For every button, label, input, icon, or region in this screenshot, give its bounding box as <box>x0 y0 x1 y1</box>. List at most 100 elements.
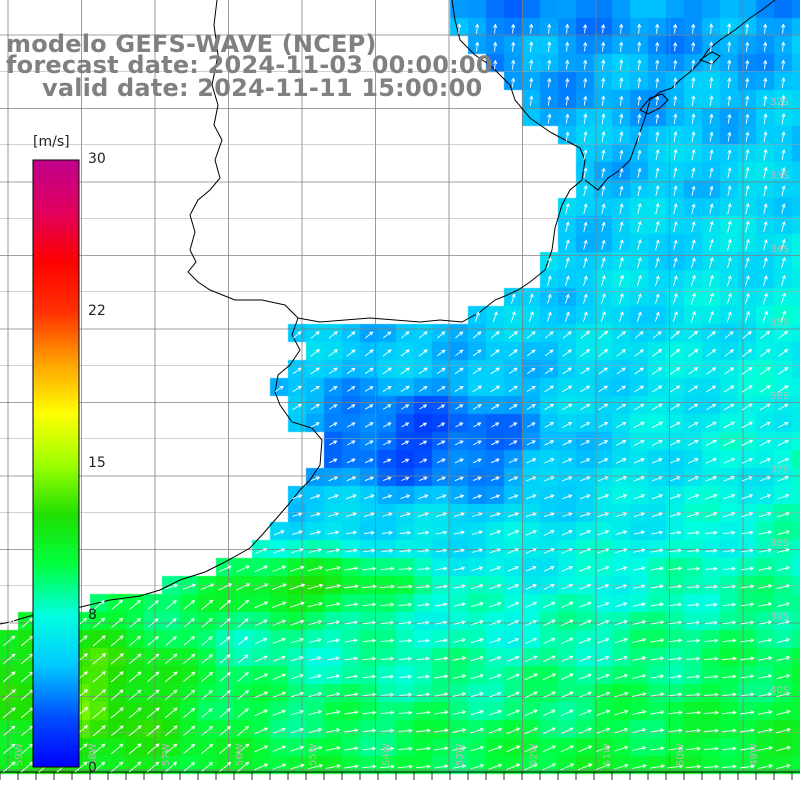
wind-arrow <box>745 77 750 88</box>
wind-arrow <box>128 689 142 701</box>
wind-arrow <box>326 692 341 697</box>
wind-arrow <box>777 367 789 375</box>
wind-arrow <box>564 311 570 322</box>
wind-arrow <box>579 512 591 518</box>
wind-arrow <box>598 458 609 464</box>
wind-arrow <box>475 41 480 52</box>
wind-arrow <box>362 692 377 697</box>
wind-arrow <box>434 584 448 589</box>
wind-arrow <box>633 439 645 446</box>
wind-arrow <box>508 476 519 482</box>
wind-arrow <box>560 727 574 735</box>
wind-arrow <box>290 655 304 662</box>
wind-arrow <box>578 727 593 735</box>
wind-arrow <box>704 656 719 661</box>
wind-arrow <box>110 671 124 683</box>
wind-arrow <box>722 746 737 751</box>
wind-arrow <box>687 421 699 428</box>
wind-arrow <box>583 95 588 106</box>
wind-arrow <box>524 709 538 717</box>
wind-arrow <box>454 458 464 464</box>
wind-arrow <box>546 311 552 322</box>
wind-arrow <box>706 367 717 375</box>
wind-arrow <box>147 761 160 773</box>
wind-arrow <box>437 440 446 446</box>
wind-arrow <box>254 673 269 681</box>
wind-arrow <box>489 583 502 590</box>
wind-arrow <box>673 239 678 250</box>
wind-arrow <box>776 511 790 518</box>
wind-arrow <box>762 275 768 287</box>
wind-arrow <box>691 221 696 233</box>
wind-arrow <box>490 494 501 500</box>
wind-arrow <box>616 330 626 339</box>
wind-arrow <box>452 656 467 661</box>
wind-arrow <box>473 422 482 428</box>
wind-arrow <box>758 692 773 697</box>
wind-arrow <box>778 403 789 411</box>
wind-arrow <box>651 530 664 535</box>
wind-arrow <box>454 440 464 446</box>
wind-arrow <box>328 367 338 375</box>
wind-arrow <box>613 763 629 770</box>
wind-arrow <box>650 638 665 643</box>
wind-arrow <box>709 238 714 251</box>
wind-arrow <box>383 458 392 464</box>
wind-arrow <box>183 618 195 628</box>
wind-arrow <box>437 331 446 339</box>
wind-arrow <box>619 131 624 142</box>
wind-arrow <box>619 41 624 52</box>
wind-arrow <box>691 148 696 161</box>
wind-arrow <box>544 458 555 464</box>
wind-arrow <box>741 512 754 518</box>
wind-arrow <box>637 95 642 106</box>
wind-arrow <box>164 671 178 683</box>
wind-arrow <box>727 131 732 142</box>
wind-arrow <box>488 673 502 680</box>
wind-arrow <box>165 635 177 646</box>
wind-arrow <box>776 691 791 698</box>
wind-arrow <box>398 602 413 607</box>
wind-arrow <box>776 530 791 536</box>
wind-arrow <box>763 77 768 88</box>
wind-arrow <box>561 583 574 590</box>
wind-arrow <box>92 653 107 665</box>
wind-arrow <box>362 728 377 733</box>
wind-arrow <box>201 725 214 736</box>
wind-arrow <box>507 637 520 644</box>
wind-arrow <box>506 745 521 753</box>
wind-arrow <box>650 620 665 625</box>
wind-arrow <box>723 421 736 429</box>
colorbar-tick-8: 8 <box>88 607 97 623</box>
wind-arrow <box>364 494 375 500</box>
wind-arrow <box>511 23 516 34</box>
wind-arrow <box>583 221 588 232</box>
wind-arrow <box>670 348 681 357</box>
wind-arrow <box>742 330 752 339</box>
wind-arrow <box>759 403 771 411</box>
wind-arrow <box>543 512 555 518</box>
wind-arrow <box>781 149 786 161</box>
wind-arrow <box>655 239 660 251</box>
wind-arrow <box>328 422 338 428</box>
wind-arrow <box>598 367 608 375</box>
wind-arrow <box>416 746 431 751</box>
wind-arrow <box>380 710 395 715</box>
wind-arrow <box>691 167 696 178</box>
wind-arrow <box>418 494 429 500</box>
wind-arrow <box>741 421 753 429</box>
wind-arrow <box>237 761 250 773</box>
wind-arrow <box>686 674 701 679</box>
wind-arrow <box>417 548 430 553</box>
wind-arrow <box>583 149 588 160</box>
wind-arrow <box>655 23 660 34</box>
wind-arrow <box>579 619 592 626</box>
wind-arrow <box>727 203 732 215</box>
wind-arrow <box>363 530 375 535</box>
wind-arrow <box>562 385 573 393</box>
colorbar-gradient <box>32 159 80 768</box>
wind-arrow <box>310 512 321 517</box>
wind-arrow <box>434 746 449 751</box>
wind-arrow <box>745 166 750 179</box>
